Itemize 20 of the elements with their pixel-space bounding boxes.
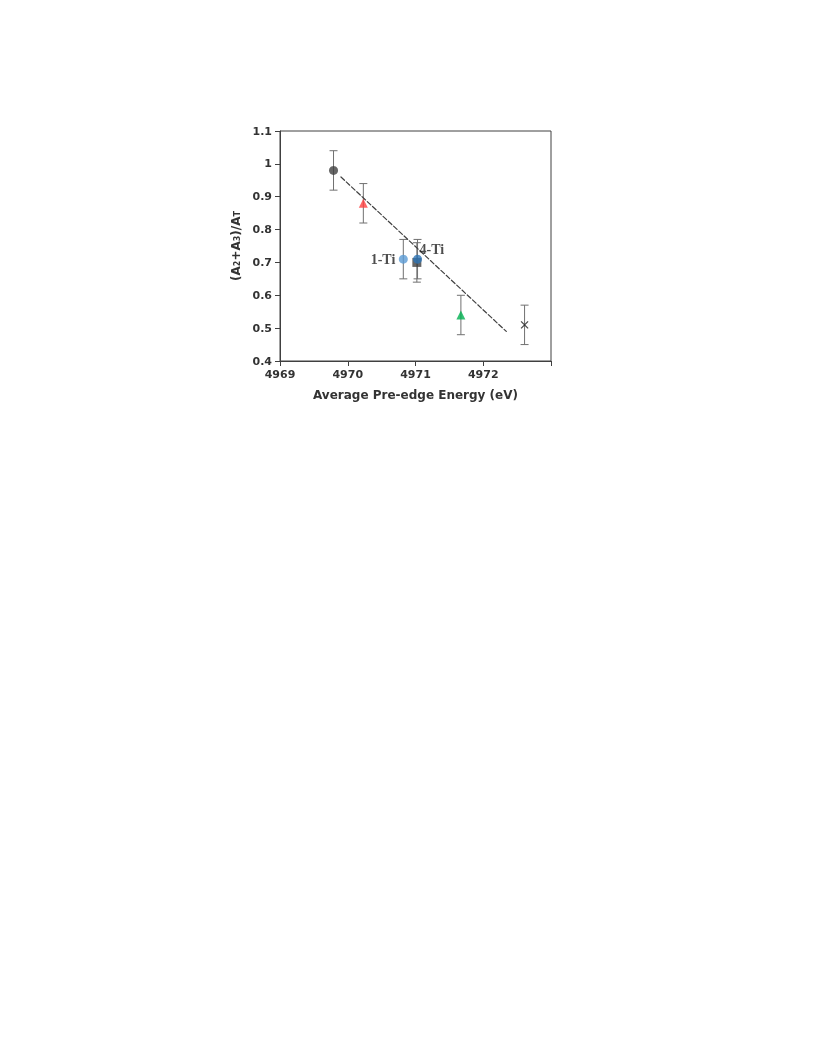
x-tick-label: 4972 bbox=[467, 368, 499, 381]
y-tick-label: 0.4 bbox=[252, 354, 273, 368]
point bbox=[520, 320, 529, 330]
y-tick-label: 0.8 bbox=[252, 223, 272, 237]
y-tick-label: 0.9 bbox=[252, 190, 272, 204]
x-tick-label: 4971 bbox=[400, 368, 431, 381]
point bbox=[358, 198, 368, 208]
x-tick-label: 4970 bbox=[332, 368, 364, 381]
y-tick-label: 0.5 bbox=[252, 321, 272, 335]
x-axis-title: Average Pre-edge Energy (eV) bbox=[313, 388, 518, 402]
point bbox=[398, 254, 408, 264]
annotation: 4-Ti bbox=[419, 241, 445, 257]
point bbox=[329, 165, 339, 175]
point bbox=[456, 310, 466, 320]
y-tick-label: 0.6 bbox=[252, 288, 273, 302]
y-tick-label: 0.7 bbox=[252, 255, 272, 269]
annotation: 1-Ti bbox=[370, 251, 396, 267]
y-tick-label: 1 bbox=[264, 157, 272, 171]
y-tick-label: 1.1 bbox=[252, 124, 272, 138]
x-tick-label: 4969 bbox=[264, 368, 296, 381]
